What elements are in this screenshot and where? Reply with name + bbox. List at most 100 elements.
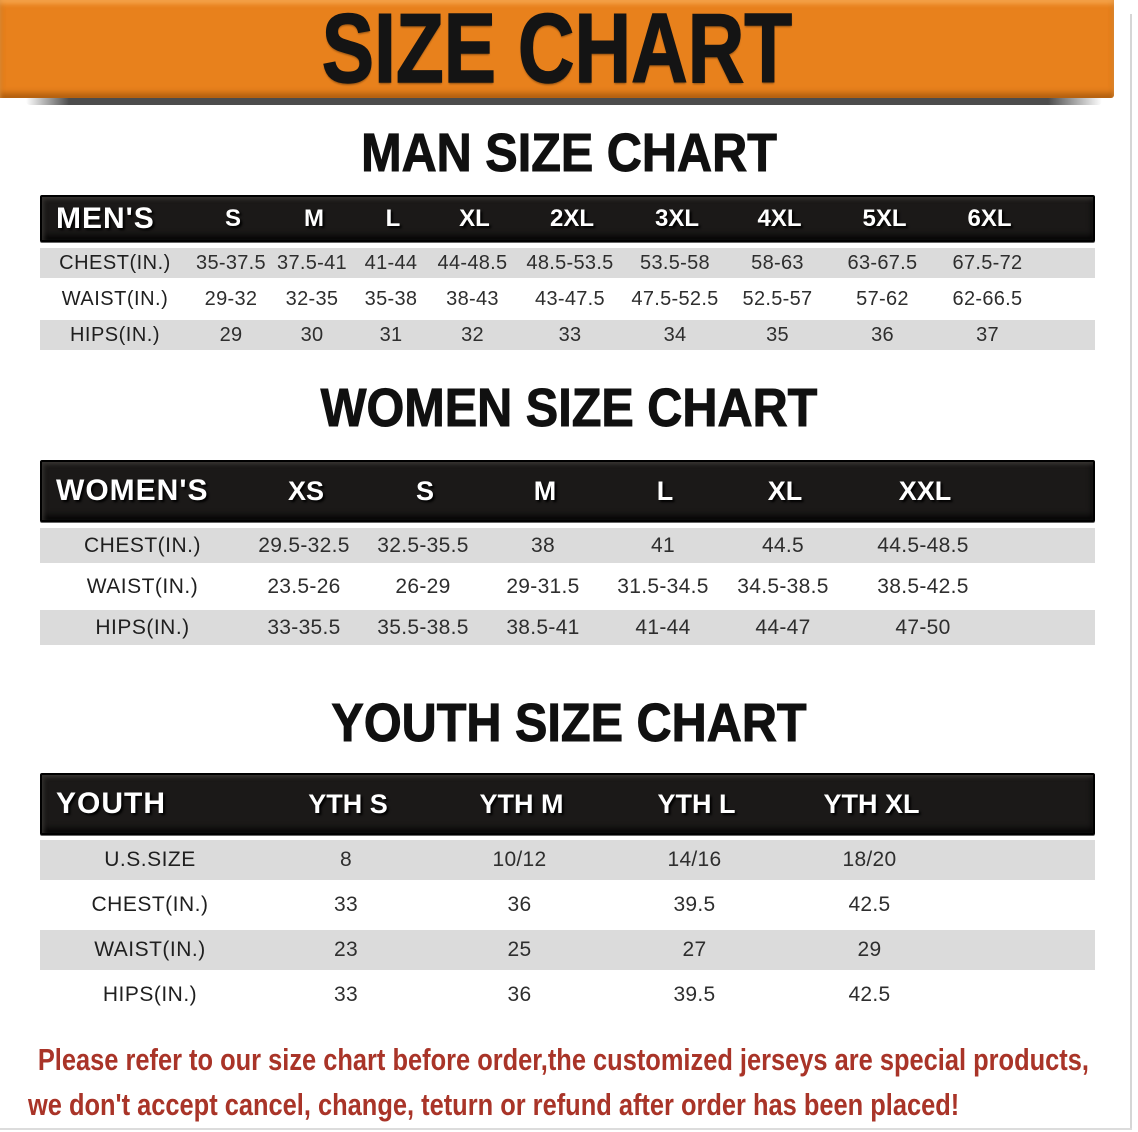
women-row-waist-in: WAIST(IN.) 23.5-26 26-29 29-31.5 31.5-34.5 34… bbox=[40, 569, 1095, 604]
women-row-hips-in: HIPS(IN.) 33-35.5 35.5-38.5 38.5-41 41-44 44-… bbox=[40, 610, 1095, 645]
row-label: CHEST(IN.) bbox=[91, 893, 209, 916]
row-value: 23.5-26 bbox=[267, 574, 341, 598]
size-column-header-l: L bbox=[656, 475, 674, 506]
spacer-cell bbox=[1003, 528, 1095, 563]
size-column-header-xl: XL bbox=[767, 475, 803, 506]
row-value: 37 bbox=[976, 323, 999, 346]
banner-shadow bbox=[26, 98, 1102, 105]
youth-row-u-s-size: U.S.SIZE 8 10/12 14/16 18/20 bbox=[40, 840, 1095, 880]
disclaimer-line-1: Please refer to our size chart before or… bbox=[37, 1042, 1089, 1077]
row-value: 23 bbox=[334, 938, 358, 961]
row-value: 37.5-41 bbox=[277, 251, 347, 274]
size-column-header-yth-l: YTH L bbox=[657, 788, 736, 819]
row-value: 18/20 bbox=[842, 848, 897, 871]
row-value: 8 bbox=[340, 848, 352, 871]
size-column-header-4xl: 4XL bbox=[757, 204, 802, 232]
row-value: 47-50 bbox=[895, 615, 951, 639]
spacer-cell bbox=[1042, 197, 1093, 240]
row-value: 42.5 bbox=[848, 893, 891, 916]
row-value: 31.5-34.5 bbox=[617, 574, 709, 598]
women-row-chest-in: CHEST(IN.) 29.5-32.5 32.5-35.5 38 41 44.5 44.5… bbox=[40, 528, 1095, 563]
women-table-header: WOMEN'S XS S M L XL XXL bbox=[40, 460, 1095, 522]
row-value: 53.5-58 bbox=[640, 251, 710, 274]
row-value: 31 bbox=[379, 323, 403, 346]
page-edge-line-right bbox=[1130, 14, 1132, 1130]
spacer-cell bbox=[957, 840, 1095, 880]
size-chart-sections: MAN SIZE CHART MEN'S S M L XL 2XL 3XL 4XL 5XL 6XL C… bbox=[0, 123, 1138, 1015]
row-value: 10/12 bbox=[492, 848, 547, 871]
row-value: 38.5-41 bbox=[506, 615, 580, 639]
youth-size-table: YOUTH YTH S YTH M YTH L YTH XL U.S.SIZE 8 10/12… bbox=[40, 773, 1095, 1015]
spacer-cell bbox=[1003, 610, 1095, 645]
men-row-waist-in: WAIST(IN.) 29-32 32-35 35-38 38-43 43-47.5 47.… bbox=[40, 284, 1095, 314]
row-value: 30 bbox=[300, 323, 324, 346]
row-label: HIPS(IN.) bbox=[69, 323, 161, 346]
row-value: 43-47.5 bbox=[535, 287, 605, 310]
row-value: 58-63 bbox=[751, 251, 804, 274]
row-value: 39.5 bbox=[673, 983, 716, 1006]
row-value: 35-38 bbox=[364, 287, 418, 310]
row-value: 39.5 bbox=[673, 893, 716, 916]
row-value: 52.5-57 bbox=[742, 287, 813, 310]
row-value: 25 bbox=[507, 938, 532, 961]
men-size-table: MEN'S S M L XL 2XL 3XL 4XL 5XL 6XL CHEST(IN.) 35-37… bbox=[40, 195, 1095, 350]
row-label: WAIST(IN.) bbox=[61, 287, 169, 310]
spacer-cell bbox=[1040, 284, 1095, 314]
row-value: 44.5-48.5 bbox=[877, 533, 969, 557]
row-value: 36 bbox=[871, 323, 894, 346]
men-row-chest-in: CHEST(IN.) 35-37.5 37.5-41 41-44 44-48.5 48.5… bbox=[40, 248, 1095, 278]
spacer-cell bbox=[1005, 462, 1093, 520]
banner-title: SIZE CHART bbox=[321, 0, 793, 103]
page-edge-line-bottom bbox=[0, 1128, 1132, 1130]
section-women: WOMEN SIZE CHART WOMEN'S XS S M L XL XXL CHEST(I… bbox=[0, 381, 1138, 645]
men-table-header: MEN'S S M L XL 2XL 3XL 4XL 5XL 6XL bbox=[40, 195, 1095, 242]
spacer-cell bbox=[957, 930, 1095, 970]
row-value: 38.5-42.5 bbox=[877, 574, 969, 598]
row-value: 14/16 bbox=[667, 848, 722, 871]
spacer-cell bbox=[1040, 248, 1095, 278]
row-value: 33-35.5 bbox=[267, 615, 341, 639]
row-value: 29.5-32.5 bbox=[258, 533, 350, 557]
row-value: 34.5-38.5 bbox=[737, 574, 829, 598]
table-header-label: WOMEN'S bbox=[56, 474, 209, 507]
youth-table-header: YOUTH YTH S YTH M YTH L YTH XL bbox=[40, 773, 1095, 835]
disclaimer: Please refer to our size chart before or… bbox=[28, 1037, 1138, 1127]
size-column-header-s: S bbox=[415, 475, 434, 506]
size-column-header-s: S bbox=[224, 204, 241, 232]
row-value: 34 bbox=[663, 323, 687, 346]
table-header-label: MEN'S bbox=[56, 201, 155, 235]
spacer-cell bbox=[1040, 320, 1095, 350]
size-column-header-6xl: 6XL bbox=[967, 204, 1012, 232]
row-value: 36 bbox=[507, 893, 532, 916]
youth-row-chest-in: CHEST(IN.) 33 36 39.5 42.5 bbox=[40, 885, 1095, 925]
row-value: 29 bbox=[219, 323, 243, 346]
row-value: 41 bbox=[651, 533, 675, 557]
row-value: 35-37.5 bbox=[196, 251, 266, 274]
disclaimer-line-2: we don't accept cancel, change, teturn o… bbox=[28, 1087, 960, 1122]
row-value: 38-43 bbox=[446, 287, 499, 310]
size-column-header-3xl: 3XL bbox=[654, 204, 699, 232]
section-youth: YOUTH SIZE CHART YOUTH YTH S YTH M YTH L YTH … bbox=[0, 696, 1138, 1015]
row-value: 33 bbox=[558, 323, 582, 346]
size-column-header-xxl: XXL bbox=[898, 475, 952, 506]
row-value: 35.5-38.5 bbox=[377, 615, 469, 639]
row-label: WAIST(IN.) bbox=[86, 574, 199, 598]
row-value: 44-48.5 bbox=[437, 251, 508, 274]
men-row-hips-in: HIPS(IN.) 29 30 31 32 33 34 35 36 37 bbox=[40, 320, 1095, 350]
row-value: 27 bbox=[682, 938, 707, 961]
row-value: 32.5-35.5 bbox=[377, 533, 469, 557]
row-value: 63-67.5 bbox=[847, 251, 918, 274]
row-value: 29 bbox=[857, 938, 882, 961]
size-column-header-m: M bbox=[304, 204, 324, 232]
row-value: 48.5-53.5 bbox=[526, 251, 614, 274]
row-label: WAIST(IN.) bbox=[94, 938, 206, 961]
section-men: MAN SIZE CHART MEN'S S M L XL 2XL 3XL 4XL 5XL 6XL C… bbox=[0, 123, 1138, 350]
size-column-header-xs: XS bbox=[287, 475, 325, 506]
row-value: 36 bbox=[507, 983, 532, 1006]
size-column-header-yth-xl: YTH XL bbox=[823, 788, 920, 819]
row-value: 26-29 bbox=[395, 574, 451, 598]
section-title-text: MAN SIZE CHART bbox=[361, 123, 778, 183]
row-label: HIPS(IN.) bbox=[102, 983, 198, 1006]
youth-row-waist-in: WAIST(IN.) 23 25 27 29 bbox=[40, 930, 1095, 970]
